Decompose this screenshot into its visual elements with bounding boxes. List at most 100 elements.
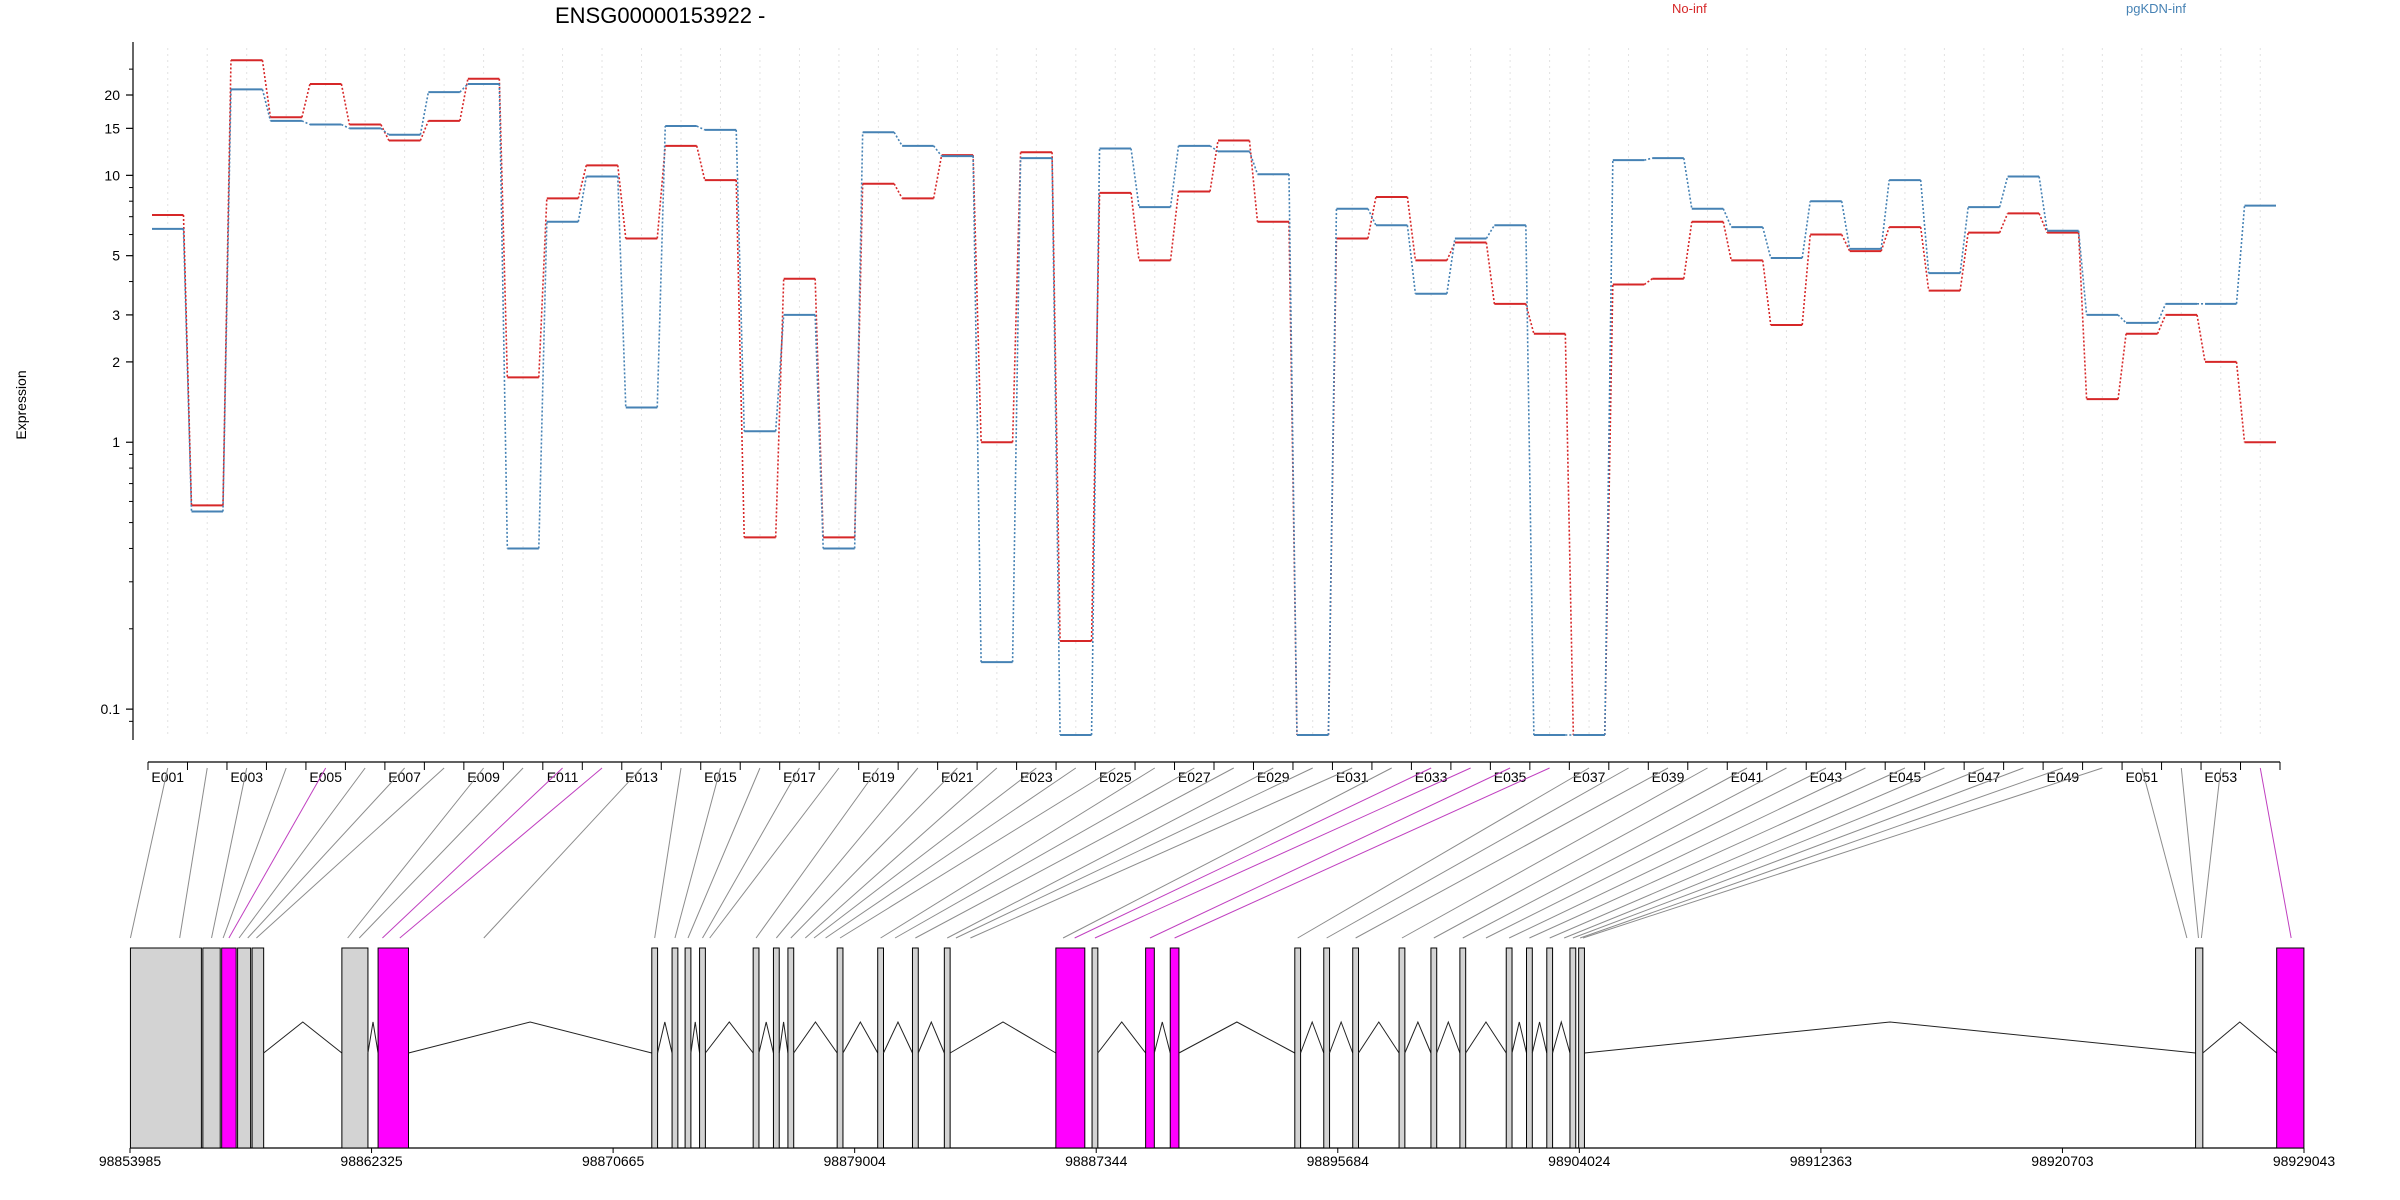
series-connector-pgKDN-inf	[1367, 208, 1377, 226]
series-connector-pgKDN-inf	[1406, 225, 1417, 294]
intron-line	[1531, 1021, 1548, 1054]
exon-connector-line	[955, 767, 1313, 939]
y-tick-label: 3	[112, 307, 120, 323]
series-connector-No-inf	[2077, 232, 2088, 400]
x-tick-label: E011	[547, 769, 579, 785]
series-connector-pgKDN-inf	[972, 156, 982, 663]
x-tick-label: E037	[1573, 769, 1606, 785]
x-tick-label: E009	[467, 769, 500, 785]
exon-block	[221, 947, 237, 1149]
series-connector-pgKDN-inf	[1051, 158, 1061, 736]
series-connector-No-inf	[1130, 192, 1140, 261]
series-connector-No-inf	[893, 183, 903, 199]
series-connector-No-inf	[1169, 191, 1180, 261]
exon-connector-line	[483, 767, 642, 939]
exon-connector-line	[1297, 767, 1590, 939]
exon-block	[1091, 947, 1099, 1149]
x-tick-label: E045	[1889, 769, 1922, 785]
x-tick-label: E035	[1494, 769, 1527, 785]
y-tick-label: 0.1	[101, 701, 121, 717]
exon-connector-line	[1462, 767, 1787, 939]
genomic-tick-label: 98912363	[1790, 1153, 1853, 1169]
series-connector-No-inf	[853, 183, 864, 538]
series-connector-No-inf	[182, 215, 193, 506]
exon-connector-line	[813, 767, 1037, 939]
series-connector-pgKDN-inf	[1248, 151, 1259, 175]
series-connector-pgKDN-inf	[853, 132, 864, 549]
series-connector-pgKDN-inf	[1485, 224, 1496, 239]
exon-connector-line	[839, 767, 1116, 939]
y-tick-label: 2	[112, 354, 120, 370]
series-connector-pgKDN-inf	[1446, 238, 1456, 294]
intron-line	[793, 1021, 838, 1054]
exon-connector-line	[755, 767, 879, 939]
series-connector-No-inf	[1604, 284, 1614, 736]
intron-line	[1584, 1021, 2196, 1054]
exon-connector-line	[222, 767, 287, 939]
x-tick-label: E047	[1968, 769, 2001, 785]
series-connector-No-inf	[1643, 278, 1653, 286]
exon-connector-line	[1579, 767, 2064, 939]
exon-block	[651, 947, 659, 1149]
series-connector-pgKDN-inf	[538, 221, 548, 549]
exon-block	[1398, 947, 1406, 1149]
series-connector-No-inf	[695, 145, 706, 181]
exon-connector-line	[1529, 767, 1906, 939]
series-connector-pgKDN-inf	[2156, 303, 2167, 324]
exon-block	[684, 947, 692, 1149]
series-connector-No-inf	[2038, 213, 2048, 233]
intron-line	[367, 1021, 379, 1054]
exon-connector-line	[946, 767, 1274, 939]
exon-connector-line	[211, 767, 248, 939]
series-connector-pgKDN-inf	[1682, 158, 1693, 209]
exon-connector-line	[709, 767, 840, 939]
series-connector-No-inf	[616, 165, 627, 239]
exon-connector-line	[1549, 767, 1945, 939]
exon-connector-line	[825, 767, 1077, 939]
series-connector-No-inf	[301, 83, 311, 118]
series-connector-No-inf	[1880, 226, 1890, 252]
legend-no-inf: No-inf	[1672, 1, 1707, 16]
genomic-tick-label: 98929043	[2273, 1153, 2336, 1169]
exon-block	[251, 947, 265, 1149]
intron-line	[1097, 1021, 1147, 1054]
exon-connector-line	[654, 767, 682, 939]
series-connector-pgKDN-inf	[1090, 148, 1101, 736]
x-tick-label: E017	[783, 769, 816, 785]
genomic-tick-label: 98862325	[340, 1153, 403, 1169]
series-connector-pgKDN-inf	[1327, 208, 1338, 736]
series-connector-No-inf	[459, 78, 469, 122]
series-connector-No-inf	[1248, 140, 1259, 222]
x-tick-label: E019	[862, 769, 895, 785]
gene-model-track: 98853985 98862325 98870665 98879004 98887344…	[99, 947, 2336, 1169]
intron-line	[842, 1020, 879, 1054]
exon-connector-line	[1355, 767, 1669, 939]
intron-line	[1300, 1020, 1325, 1054]
exon-connector-line	[1174, 767, 1550, 939]
intron-line	[1329, 1020, 1354, 1054]
series-connector-pgKDN-inf	[261, 89, 272, 122]
series-connector-No-inf	[1406, 196, 1417, 261]
series-connector-No-inf	[261, 60, 272, 118]
exon-block	[341, 947, 369, 1149]
x-tick-label: E043	[1810, 769, 1843, 785]
x-tick-label: E013	[625, 769, 658, 785]
exon-connector-line	[1582, 767, 2103, 939]
series-connector-No-inf	[814, 278, 824, 538]
exon-block	[1430, 947, 1438, 1149]
series-connector-No-inf	[1722, 221, 1733, 261]
exon-block	[1526, 947, 1533, 1149]
exon-block	[1323, 947, 1331, 1149]
exon-connector-line	[2200, 767, 2222, 939]
series-connector-pgKDN-inf	[459, 83, 469, 93]
exon-connector-line	[247, 767, 405, 939]
series-connector-No-inf	[1209, 140, 1219, 192]
exon-connector-line	[129, 767, 169, 939]
intron-line	[408, 1021, 652, 1054]
series-connector-pgKDN-inf	[1998, 176, 2009, 208]
series-connector-pgKDN-inf	[2117, 314, 2127, 324]
exon-connector-line	[915, 767, 1234, 939]
series-connector-No-inf	[1090, 192, 1101, 642]
exon-block	[877, 947, 885, 1149]
